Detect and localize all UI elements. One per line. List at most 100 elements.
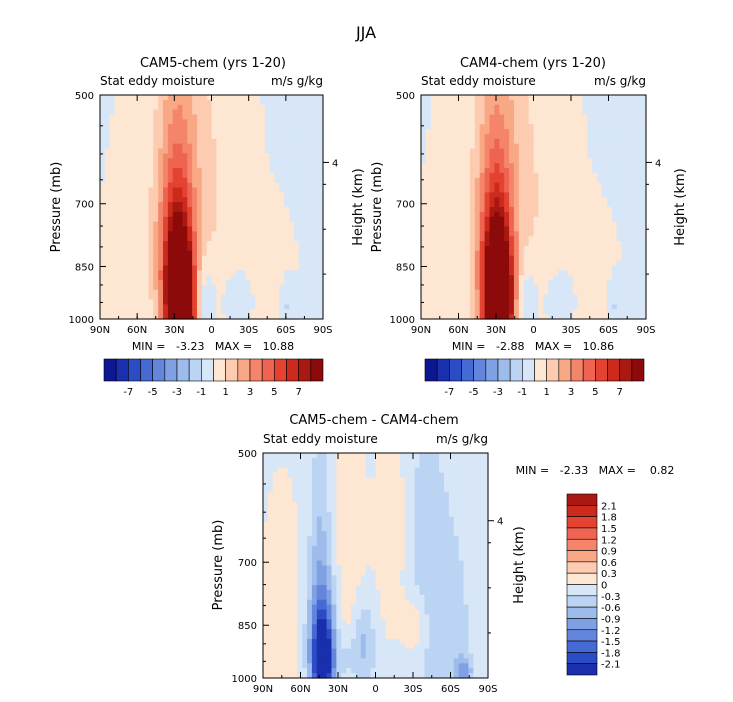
heatmap-cell [533,241,539,247]
heatmap-cell [148,265,154,271]
heatmap-cell [148,280,154,286]
heatmap-cell [289,245,295,252]
heatmap-cell [119,299,125,305]
heatmap-cell [259,119,266,125]
heatmap-cell [182,236,188,242]
heatmap-cell [606,231,613,237]
heatmap-cell [616,265,623,271]
heatmap-cell [346,511,352,518]
heatmap-cell [592,172,598,179]
heatmap-cell [484,245,491,252]
heatmap-cell [114,197,120,203]
heatmap-cell [177,158,184,164]
heatmap-cell [201,129,208,135]
heatmap-cell [341,457,347,464]
heatmap-cell [572,109,579,116]
heatmap-cell [631,119,637,125]
heatmap-cell [425,280,432,286]
heatmap-cell [562,216,569,223]
heatmap-cell [284,275,290,281]
heatmap-cell [289,260,295,267]
heatmap-cell [380,501,386,508]
heatmap-cell [474,304,481,310]
heatmap-cell [523,255,530,262]
heatmap-cell [206,192,213,198]
heatmap-cell [221,138,227,145]
heatmap-cell [483,453,489,459]
heatmap-cell [274,172,280,179]
heatmap-cell [489,192,495,198]
heatmap-cell [279,304,285,310]
heatmap-cell [631,133,637,140]
heatmap-cell [626,231,632,237]
heatmap-cell [192,294,198,301]
heatmap-cell [104,280,111,286]
heatmap-cell [187,304,193,310]
heatmap-cell [484,124,491,130]
heatmap-cell [259,143,266,150]
heatmap-cell [533,250,539,257]
heatmap-cell [226,109,232,116]
heatmap-cell [543,143,549,150]
heatmap-cell [499,226,505,232]
heatmap-cell [235,104,242,111]
heatmap-cell [245,114,251,120]
heatmap-cell [284,284,290,291]
heatmap-cell [473,492,479,498]
heatmap-cell [192,99,198,106]
heatmap-cell [465,289,471,296]
heatmap-cell [460,197,466,203]
heatmap-cell [274,231,280,237]
heatmap-cell [592,153,598,159]
heatmap-cell [484,231,491,237]
heatmap-cell [336,453,342,459]
heatmap-cell [158,182,164,189]
heatmap-cell [523,309,530,315]
heatmap-cell [435,289,442,296]
panel-subtitle-right: m/s g/kg [271,74,323,88]
heatmap-cell [538,177,544,184]
heatmap-cell [513,133,520,140]
heatmap-cell [216,270,222,276]
heatmap-cell [201,143,208,150]
heatmap-cell [182,202,188,208]
heatmap-cell [553,119,559,125]
heatmap-cell [143,245,150,252]
heatmap-cell [592,124,598,130]
heatmap-cell [533,221,539,228]
heatmap-cell [489,104,495,111]
heatmap-cell [513,309,520,315]
heatmap-cell [611,245,618,252]
heatmap-cell [216,275,222,281]
heatmap-cell [499,221,505,228]
heatmap-cell [293,304,300,310]
heatmap-cell [460,226,466,232]
heatmap-cell [326,487,333,493]
heatmap-cell [582,158,588,164]
heatmap-cell [211,192,217,198]
heatmap-cell [577,299,584,305]
heatmap-cell [484,241,491,247]
heatmap-cell [538,153,544,159]
heatmap-cell [509,138,515,145]
heatmap-cell [235,216,242,223]
heatmap-cell [601,114,608,120]
heatmap-cell [478,467,484,474]
heatmap-cell [298,299,305,305]
heatmap-cell [206,280,213,286]
heatmap-cell [494,148,500,155]
heatmap-cell [518,216,525,223]
heatmap-cell [293,158,300,164]
heatmap-cell [425,245,432,252]
heatmap-cell [230,207,237,213]
heatmap-cell [606,289,613,296]
heatmap-cell [375,453,381,459]
heatmap-cell [557,163,564,169]
heatmap-cell [167,260,174,267]
heatmap-cell [284,168,290,174]
heatmap-cell [421,95,427,101]
heatmap-cell [133,299,140,305]
heatmap-cell [264,138,271,145]
heatmap-cell [562,211,569,218]
heatmap-cell [597,304,603,310]
